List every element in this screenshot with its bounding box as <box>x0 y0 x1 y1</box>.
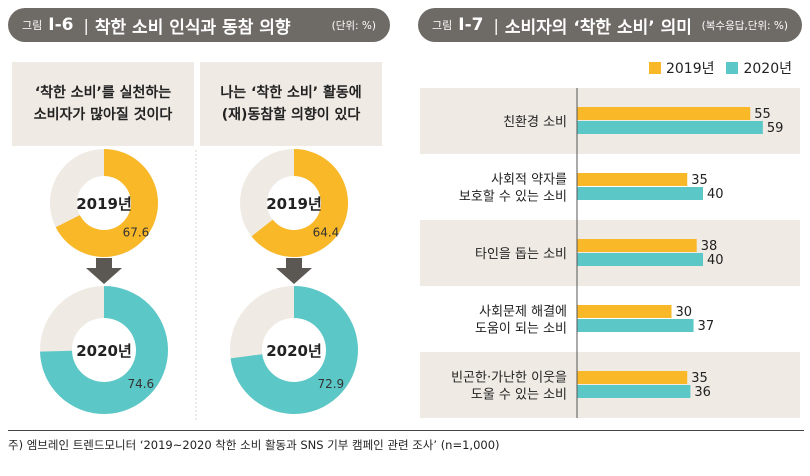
category-label: 친환경 소비 <box>503 115 567 130</box>
question-1-line1: ‘착한 소비’를 실천하는 <box>34 85 172 101</box>
down-arrow-icon <box>86 258 122 284</box>
category-label: 도울 수 있는 소비 <box>471 388 567 403</box>
bar-2020년 <box>577 385 691 398</box>
bar-value-label: 30 <box>676 305 693 320</box>
donut-slice-2020년 <box>40 286 168 414</box>
figure1-separator: | <box>83 15 89 35</box>
category-label: 보호할 수 있는 소비 <box>459 190 567 205</box>
donut-value-label: 64.4 <box>313 225 340 239</box>
figure1-label: 그림 <box>22 19 43 32</box>
category-label: 타인을 돕는 소비 <box>475 247 567 262</box>
donut-value-label: 72.9 <box>317 377 344 391</box>
figure2-unit: (복수응답,단위: %) <box>701 19 788 32</box>
question-2-line2: (재)동참할 의향이 있다 <box>221 107 361 123</box>
figure1-header: 그림 Ⅰ-6 | 착한 소비 인식과 동참 의향 (단위: %) <box>8 8 390 42</box>
bar-2020년 <box>577 253 703 266</box>
category-label: 빈곤한·가난한 이웃을 <box>451 371 567 386</box>
donut-year-label: 2019년 <box>76 195 132 213</box>
bar-value-label: 38 <box>701 239 718 254</box>
donut-value-label: 67.6 <box>123 225 150 239</box>
bar-2019년 <box>577 239 697 252</box>
legend-item-2019: 2019년 <box>648 58 715 78</box>
donut-year-label: 2020년 <box>76 342 132 360</box>
bar-2020년 <box>577 187 703 200</box>
donut-slice-2020년 <box>230 286 358 415</box>
donut-charts: 2019년 67.6 2020년 74.6 2019년 64.4 2020년 72.9 <box>40 149 358 420</box>
bar-2019년 <box>577 173 688 186</box>
bar-value-label: 40 <box>707 253 724 268</box>
figure2-label: 그림 <box>432 19 453 32</box>
question-1-line2: 소비자가 많아질 것이다 <box>33 107 173 123</box>
footnote: 주) 엠브레인 트렌드모니터 ‘2019~2020 착한 소비 활동과 SNS … <box>8 430 804 453</box>
donut-value-label: 74.6 <box>127 377 154 391</box>
bar-value-label: 55 <box>754 107 771 122</box>
donut-year-label: 2020년 <box>266 342 322 360</box>
figure2-title: 소비자의 ‘착한 소비’ 의미 <box>504 17 692 38</box>
legend-item-2020: 2020년 <box>726 58 792 78</box>
figure2-header: 그림 Ⅰ-7 | 소비자의 ‘착한 소비’ 의미 (복수응답,단위: %) <box>418 8 802 42</box>
figure1-unit: (단위: %) <box>331 19 376 32</box>
bar-value-label: 59 <box>767 121 784 136</box>
bar-value-label: 40 <box>707 187 724 202</box>
figure1-title: 착한 소비 인식과 동참 의향 <box>94 17 291 38</box>
question-box-2: 나는 ‘착한 소비’ 활동에 (재)동참할 의향이 있다 <box>200 62 382 146</box>
bar-value-label: 37 <box>698 319 715 334</box>
bar-2020년 <box>577 319 694 332</box>
down-arrow-icon <box>276 258 312 284</box>
legend-label-2020: 2020년 <box>743 61 792 77</box>
bar-value-label: 36 <box>694 385 711 400</box>
bar-2019년 <box>577 107 751 120</box>
question-box-1: ‘착한 소비’를 실천하는 소비자가 많아질 것이다 <box>12 62 194 146</box>
legend: 2019년 2020년 <box>637 58 792 78</box>
figure2-number: Ⅰ-7 <box>458 15 484 35</box>
donut-slice-2019년 <box>55 149 158 257</box>
bar-2020년 <box>577 121 763 134</box>
bar-value-label: 35 <box>691 371 708 386</box>
question-2-line1: 나는 ‘착한 소비’ 활동에 <box>220 85 362 101</box>
figure1-number: Ⅰ-6 <box>48 15 74 35</box>
donut-slice-2019년 <box>251 149 348 257</box>
legend-swatch-2019 <box>648 62 661 74</box>
legend-swatch-2020 <box>726 62 739 74</box>
bar-2019년 <box>577 305 672 318</box>
legend-label-2019: 2019년 <box>665 61 715 77</box>
category-label: 도움이 되는 소비 <box>475 322 567 337</box>
bar-value-label: 35 <box>691 173 708 188</box>
category-label: 사회적 약자를 <box>491 173 567 188</box>
bar-2019년 <box>577 371 688 384</box>
category-label: 사회문제 해결에 <box>479 305 567 320</box>
figure2-separator: | <box>493 15 499 35</box>
donut-year-label: 2019년 <box>266 195 322 213</box>
